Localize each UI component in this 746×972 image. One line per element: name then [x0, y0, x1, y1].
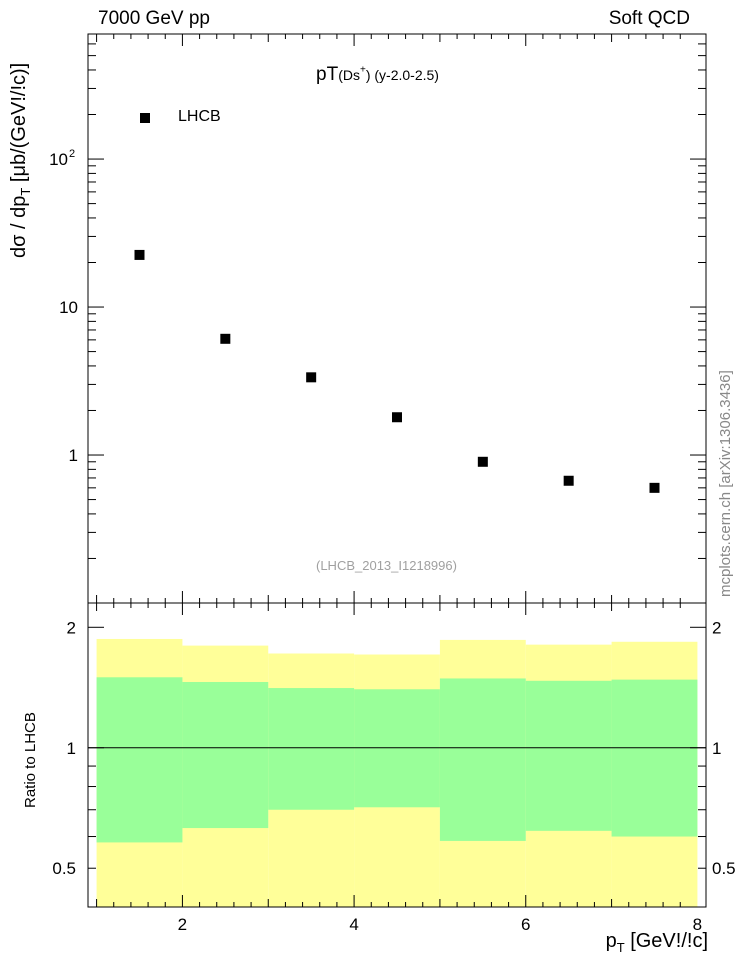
y-tick-label-exponent: 2 [69, 148, 75, 160]
data-points [134, 249, 660, 493]
ratio-band-inner [611, 679, 698, 837]
energy-label: 7000 GeV pp [98, 8, 210, 29]
ratio-frame [87, 602, 707, 908]
y-axis-label-ratio: Ratio to LHCB [22, 712, 39, 808]
reference-label: (LHCB_2013_I1218996) [316, 558, 457, 573]
x-tick-label: 6 [521, 915, 530, 934]
data-point [649, 482, 660, 493]
title-main: pT [316, 64, 339, 85]
ratio-band-inner [525, 680, 612, 831]
x-tick-label: 4 [349, 915, 358, 934]
process-label: Soft QCD [608, 8, 690, 29]
ratio-y-tick-label-left: 2 [67, 618, 76, 637]
ratio-band-inner [354, 689, 440, 808]
legend-marker-lhcb [140, 113, 150, 123]
title-range: (y-2.0-2.5) [370, 67, 439, 83]
data-point [134, 249, 145, 260]
x-label-main: p [605, 930, 617, 952]
ratio-y-tick-label-right: 1 [712, 739, 721, 758]
plot-title: pT(Ds+) (y-2.0-2.5) [316, 64, 439, 86]
axis-ticks [88, 33, 706, 908]
ratio-y-tick-label-right: 2 [712, 618, 721, 637]
data-point [563, 475, 574, 486]
data-point [477, 456, 488, 467]
data-point [392, 412, 402, 423]
y-label-unit: [μb/(GeV!/!c)] [8, 62, 30, 188]
y-label-sub: T [18, 187, 33, 196]
y-label-main: dσ / dp [8, 195, 30, 258]
plot-frames [87, 33, 707, 908]
title-particle-close: ) [365, 67, 371, 83]
ratio-y-tick-label-left: 1 [67, 739, 76, 758]
y-axis-label-main: dσ / dpT [μb/(GeV!/!c)] [8, 63, 33, 258]
title-charge: + [359, 64, 366, 76]
ratio-band-inner [182, 681, 269, 829]
ratio-y-tick-label-left: 0.5 [52, 859, 76, 878]
title-particle: (Ds [338, 67, 360, 83]
ratio-band-inner [268, 688, 355, 810]
y-tick-label: 10 [49, 150, 68, 169]
data-point [220, 333, 231, 344]
data-point [306, 372, 317, 383]
x-tick-label: 8 [693, 915, 702, 934]
ratio-band-inner [439, 678, 526, 841]
ratio-y-tick-label-right: 0.5 [712, 859, 736, 878]
ratio-band-inner [96, 677, 183, 843]
legend-label: LHCB [178, 108, 221, 125]
y-tick-label: 10 [59, 298, 78, 317]
source-side-label: mcplots.cern.ch [arXiv:1306.3436] [717, 370, 734, 597]
x-axis-label: pT [GeV!/!c] [606, 930, 708, 955]
x-label-unit: [GeV!/!c] [624, 930, 708, 952]
x-label-sub: T [616, 940, 625, 955]
x-tick-label: 2 [178, 915, 187, 934]
legend-marker [140, 113, 150, 123]
ratio-bands [96, 638, 698, 907]
y-tick-label: 1 [69, 446, 78, 465]
